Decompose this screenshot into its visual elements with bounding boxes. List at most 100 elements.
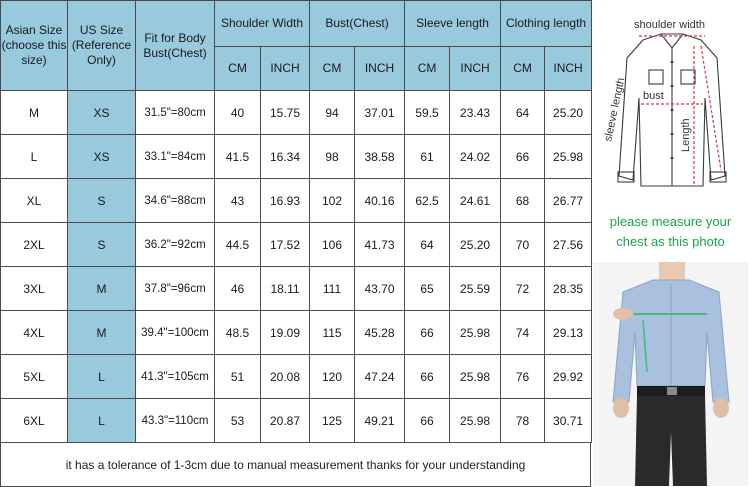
row-length-cm: 72 [500, 266, 546, 311]
row-shoulder-cm: 51 [214, 354, 261, 399]
row-us-size: L [67, 354, 136, 399]
measure-chest-note: please measure your chest as this photo [591, 212, 750, 252]
row-length-cm: 70 [500, 222, 546, 267]
row-shoulder-cm: 48.5 [214, 310, 261, 355]
size-row: M XS 31.5"=80cm 40 15.75 94 37.01 59.5 23.43 64 25… [0, 90, 593, 135]
header-shoulder-width: Shoulder Width [213, 0, 311, 47]
row-us-size: L [67, 398, 136, 443]
row-sleeve-inch: 24.02 [449, 134, 502, 179]
row-shoulder-cm: 46 [214, 266, 261, 311]
row-bust-cm: 120 [309, 354, 356, 399]
row-bust-inch: 38.58 [354, 134, 406, 179]
row-sleeve-cm: 66 [404, 354, 451, 399]
row-asian-size: 5XL [0, 354, 68, 399]
row-sleeve-inch: 25.98 [449, 354, 502, 399]
header-fit-for-body: Fit for Body Bust(Chest) [135, 0, 215, 91]
size-row: XL S 34.6"=88cm 43 16.93 102 40.16 62.5 24.61 68 2… [0, 178, 593, 223]
row-sleeve-cm: 64 [404, 222, 451, 267]
row-us-size: S [67, 222, 136, 267]
row-fit-bust: 31.5"=80cm [135, 90, 215, 135]
diagram-bust-label: bust [643, 90, 664, 102]
header-shoulder-inch: INCH [259, 46, 311, 91]
row-bust-inch: 47.24 [354, 354, 406, 399]
row-bust-cm: 111 [309, 266, 356, 311]
row-bust-inch: 45.28 [354, 310, 406, 355]
row-bust-inch: 49.21 [354, 398, 406, 443]
row-shoulder-cm: 41.5 [214, 134, 261, 179]
row-length-cm: 76 [500, 354, 546, 399]
row-bust-cm: 94 [309, 90, 356, 135]
row-sleeve-inch: 25.20 [449, 222, 502, 267]
size-row: 3XL M 37.8"=96cm 46 18.11 111 43.70 65 25.59 72 28… [0, 266, 593, 311]
row-bust-cm: 106 [309, 222, 356, 267]
row-sleeve-inch: 25.98 [449, 398, 502, 443]
row-shoulder-cm: 43 [214, 178, 261, 223]
row-us-size: XS [67, 90, 136, 135]
row-length-inch: 26.77 [544, 178, 593, 223]
header-bust-cm: CM [309, 46, 356, 91]
row-length-inch: 30.71 [544, 398, 593, 443]
row-sleeve-cm: 61 [404, 134, 451, 179]
row-asian-size: 6XL [0, 398, 68, 443]
row-sleeve-cm: 66 [404, 310, 451, 355]
row-bust-cm: 98 [309, 134, 356, 179]
shirt-diagram-illustration: shoulder width bust sleeve length Length [602, 19, 727, 187]
header-asian-size: Asian Size (choose this size) [0, 0, 68, 91]
row-shoulder-inch: 16.34 [259, 134, 311, 179]
row-length-inch: 27.56 [544, 222, 593, 267]
row-us-size: M [67, 310, 136, 355]
row-length-cm: 64 [500, 90, 546, 135]
row-sleeve-inch: 25.98 [449, 310, 502, 355]
row-fit-bust: 39.4"=100cm [135, 310, 215, 355]
row-length-inch: 25.98 [544, 134, 593, 179]
row-shoulder-cm: 44.5 [214, 222, 261, 267]
row-sleeve-cm: 66 [404, 398, 451, 443]
diagram-length-label: Length [680, 118, 692, 152]
size-row: 2XL S 36.2"=92cm 44.5 17.52 106 41.73 64 25.20 70… [0, 222, 593, 267]
header-clothing-length: Clothing length [500, 0, 593, 47]
row-bust-cm: 115 [309, 310, 356, 355]
row-fit-bust: 36.2"=92cm [135, 222, 215, 267]
row-length-cm: 68 [500, 178, 546, 223]
row-fit-bust: 33.1"=84cm [135, 134, 215, 179]
tolerance-note: it has a tolerance of 1-3cm due to manua… [0, 443, 591, 487]
row-sleeve-inch: 23.43 [449, 90, 502, 135]
row-fit-bust: 43.3"=110cm [135, 398, 215, 443]
row-bust-cm: 125 [309, 398, 356, 443]
row-asian-size: XL [0, 178, 68, 223]
header-bust-inch: INCH [354, 46, 406, 91]
row-sleeve-cm: 65 [404, 266, 451, 311]
row-asian-size: 4XL [0, 310, 68, 355]
row-shoulder-inch: 17.52 [259, 222, 311, 267]
row-shoulder-cm: 53 [214, 398, 261, 443]
row-length-inch: 29.92 [544, 354, 593, 399]
row-bust-inch: 43.70 [354, 266, 406, 311]
row-length-inch: 29.13 [544, 310, 593, 355]
header-length-inch: INCH [544, 46, 593, 91]
size-table: Asian Size (choose this size) US Size (R… [0, 0, 593, 443]
measure-lines-icon [639, 35, 722, 184]
header-bust: Bust(Chest) [309, 0, 406, 47]
row-length-inch: 28.35 [544, 266, 593, 311]
size-table-body: M XS 31.5"=80cm 40 15.75 94 37.01 59.5 23.43 64 25… [0, 90, 593, 443]
row-shoulder-inch: 20.08 [259, 354, 311, 399]
row-asian-size: M [0, 90, 68, 135]
row-us-size: M [67, 266, 136, 311]
diagram-shoulder-label: shoulder width [634, 19, 705, 31]
row-us-size: S [67, 178, 136, 223]
row-sleeve-cm: 59.5 [404, 90, 451, 135]
row-asian-size: 2XL [0, 222, 68, 267]
row-sleeve-inch: 25.59 [449, 266, 502, 311]
size-row: 6XL L 43.3"=110cm 53 20.87 125 49.21 66 25.98 78 3… [0, 398, 593, 443]
row-shoulder-cm: 40 [214, 90, 261, 135]
row-shoulder-inch: 16.93 [259, 178, 311, 223]
size-row: 5XL L 41.3"=105cm 51 20.08 120 47.24 66 25.98 76 2… [0, 354, 593, 399]
row-length-cm: 74 [500, 310, 546, 355]
header-sleeve-cm: CM [404, 46, 451, 91]
size-row: 4XL M 39.4"=100cm 48.5 19.09 115 45.28 66 25.98 7… [0, 310, 593, 355]
row-us-size: XS [67, 134, 136, 179]
size-row: L XS 33.1"=84cm 41.5 16.34 98 38.58 61 24.02 66 25… [0, 134, 593, 179]
row-asian-size: 3XL [0, 266, 68, 311]
row-asian-size: L [0, 134, 68, 179]
